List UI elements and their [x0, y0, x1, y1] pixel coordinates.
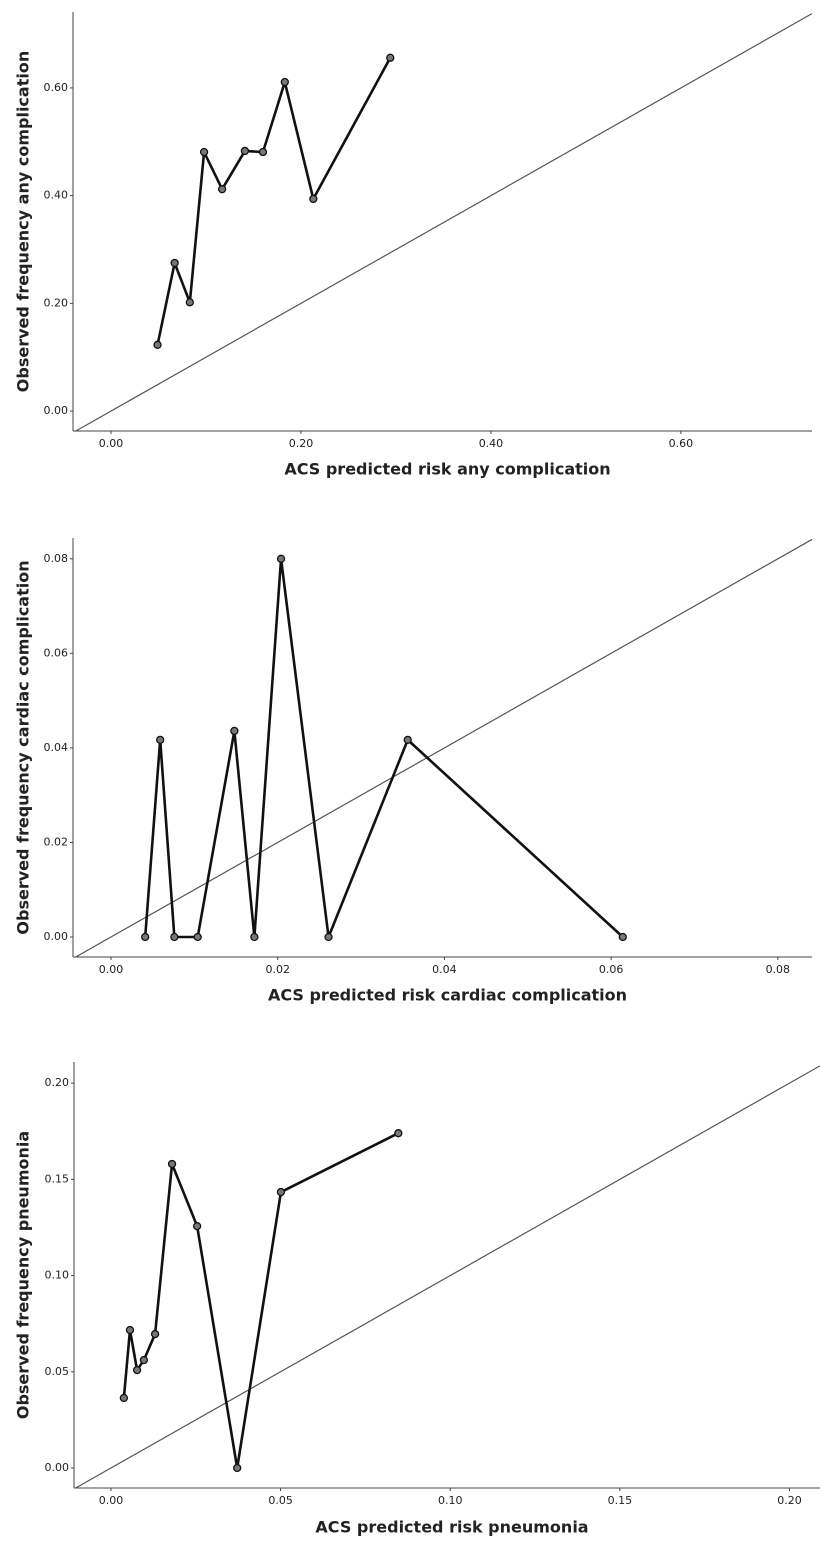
x-tick-label: 0.04 — [432, 963, 457, 976]
data-point — [386, 53, 395, 62]
data-point — [199, 147, 209, 157]
data-point — [309, 194, 318, 204]
data-point — [167, 1159, 177, 1169]
x-tick-label: 0.20 — [289, 437, 314, 450]
data-point — [125, 1325, 135, 1335]
x-tick-label: 0.08 — [766, 963, 791, 976]
y-tick-label: 0.06 — [44, 646, 69, 659]
y-tick-label: 0.10 — [45, 1269, 70, 1282]
y-tick-label: 0.20 — [45, 1076, 70, 1089]
reference-diagonal — [75, 1065, 820, 1489]
x-tick-label: 0.15 — [608, 1494, 633, 1507]
y-axis-label: Observed frequency cardiac complication — [14, 560, 33, 934]
x-tick-label: 0.00 — [99, 437, 124, 450]
y-tick-label: 0.00 — [45, 1461, 70, 1474]
data-point — [276, 1187, 286, 1197]
y-axis-label: Observed frequency pneumonia — [14, 1131, 33, 1419]
data-point — [230, 726, 239, 736]
y-tick-label: 0.08 — [44, 552, 69, 565]
y-tick-label: 0.60 — [44, 81, 69, 94]
x-tick-label: 0.40 — [479, 437, 504, 450]
data-point — [132, 1365, 142, 1375]
data-point — [139, 1355, 149, 1365]
data-point — [170, 258, 179, 268]
y-tick-label: 0.04 — [44, 741, 69, 754]
reference-diagonal — [75, 13, 813, 432]
data-point — [618, 932, 627, 942]
data-point — [217, 185, 227, 194]
x-tick-label: 0.10 — [438, 1494, 463, 1507]
x-tick-label: 0.00 — [99, 1494, 124, 1507]
y-tick-label: 0.02 — [44, 835, 69, 848]
data-point — [240, 146, 250, 156]
x-tick-label: 0.06 — [599, 963, 624, 976]
y-tick-label: 0.15 — [45, 1172, 70, 1185]
data-point — [280, 77, 289, 87]
x-axis-label: ACS predicted risk any complication — [284, 460, 610, 479]
x-axis-label: ACS predicted risk pneumonia — [315, 1518, 588, 1537]
x-axis-label: ACS predicted risk cardiac complication — [268, 986, 627, 1005]
data-point — [324, 932, 333, 942]
y-tick-label: 0.05 — [45, 1365, 70, 1378]
x-tick-label: 0.02 — [265, 963, 290, 976]
data-point — [141, 932, 150, 942]
data-point — [250, 932, 259, 942]
data-point — [276, 554, 286, 563]
data-point — [394, 1129, 403, 1138]
data-line — [122, 1132, 399, 1470]
data-point — [150, 1329, 160, 1339]
y-tick-label: 0.40 — [44, 189, 69, 202]
data-point — [185, 298, 194, 307]
x-tick-label: 0.05 — [268, 1494, 293, 1507]
data-point — [153, 340, 162, 349]
data-point — [192, 1221, 202, 1231]
y-tick-label: 0.00 — [44, 930, 69, 943]
data-point — [170, 932, 179, 942]
data-point — [119, 1393, 129, 1403]
data-point — [156, 735, 165, 745]
data-line — [156, 57, 392, 346]
data-point — [258, 147, 268, 157]
y-tick-label: 0.20 — [44, 296, 69, 309]
data-point — [233, 1463, 242, 1473]
data-point — [193, 932, 202, 942]
x-tick-label: 0.20 — [777, 1494, 802, 1507]
data-point — [403, 735, 412, 745]
y-axis-label: Observed frequency any complication — [14, 51, 33, 392]
x-tick-label: 0.60 — [669, 437, 694, 450]
x-tick-label: 0.00 — [99, 963, 124, 976]
y-tick-label: 0.00 — [44, 404, 69, 417]
reference-diagonal — [75, 538, 813, 958]
data-line — [143, 557, 624, 939]
